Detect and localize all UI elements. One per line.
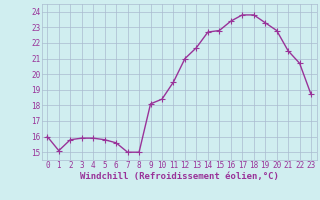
X-axis label: Windchill (Refroidissement éolien,°C): Windchill (Refroidissement éolien,°C) — [80, 172, 279, 181]
